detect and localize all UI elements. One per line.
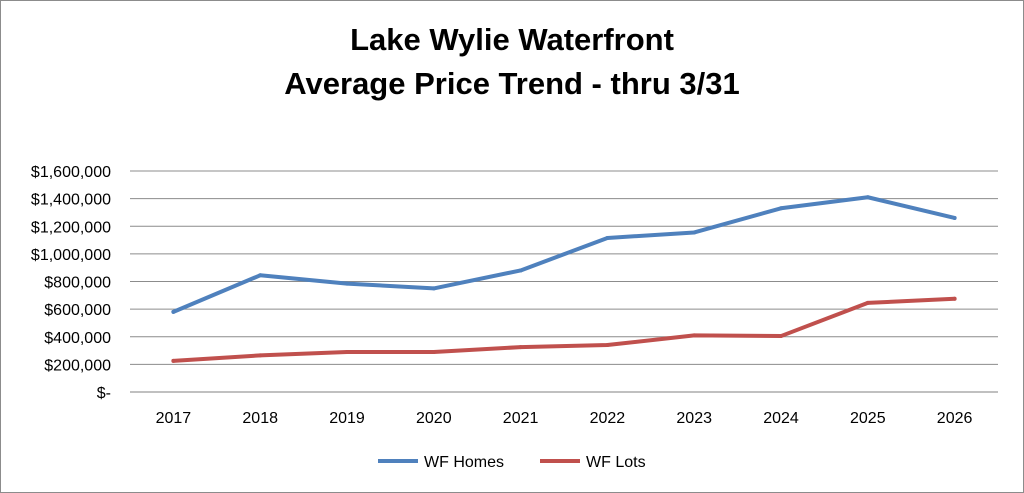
x-tick-label: 2018 [242,410,278,427]
data-point-wf-lots [431,349,436,354]
x-tick-label: 2017 [156,410,192,427]
data-point-wf-lots [605,343,610,348]
x-tick-label: 2022 [590,410,626,427]
data-point-wf-lots [692,333,697,338]
x-tick-label: 2024 [763,410,799,427]
x-tick-label: 2026 [937,410,973,427]
x-tick-label: 2019 [329,410,365,427]
x-tick-label: 2023 [676,410,712,427]
y-tick-label: $800,000 [44,275,111,292]
y-tick-label: $1,600,000 [31,164,111,181]
series-line-wf-homes [171,195,957,314]
y-tick-label: $200,000 [44,357,111,374]
data-point-wf-homes [345,281,349,286]
data-point-wf-homes [258,273,263,278]
data-point-wf-lots [779,334,783,339]
data-point-wf-lots [258,353,263,358]
data-point-wf-homes [952,215,957,220]
x-tick-label: 2020 [416,410,452,427]
y-tick-label: $600,000 [44,302,111,319]
data-point-wf-lots [518,345,523,350]
data-point-wf-homes [865,195,870,200]
data-point-wf-homes [692,230,697,235]
y-tick-label: $1,200,000 [31,219,111,236]
data-point-wf-homes [431,286,436,291]
data-point-wf-lots [952,296,957,301]
legend-label-wf-lots: WF Lots [586,454,646,471]
data-point-wf-lots [171,358,176,363]
y-tick-label: $1,000,000 [31,247,111,264]
data-point-wf-homes [518,268,523,273]
x-tick-label: 2025 [850,410,886,427]
y-tick-label: $- [97,385,111,402]
series-line-wf-lots [171,296,957,363]
chart-title-line-1: Lake Wylie Waterfront [350,22,674,57]
legend-label-wf-homes: WF Homes [424,454,504,471]
x-tick-label: 2021 [503,410,539,427]
data-point-wf-homes [171,309,176,314]
y-tick-label: $1,400,000 [31,192,111,209]
data-point-wf-homes [605,235,610,240]
data-point-wf-lots [865,300,870,305]
chart-title-line-2: Average Price Trend - thru 3/31 [284,66,740,101]
data-point-wf-lots [345,349,349,354]
y-tick-label: $400,000 [44,330,111,347]
data-point-wf-homes [779,206,783,211]
